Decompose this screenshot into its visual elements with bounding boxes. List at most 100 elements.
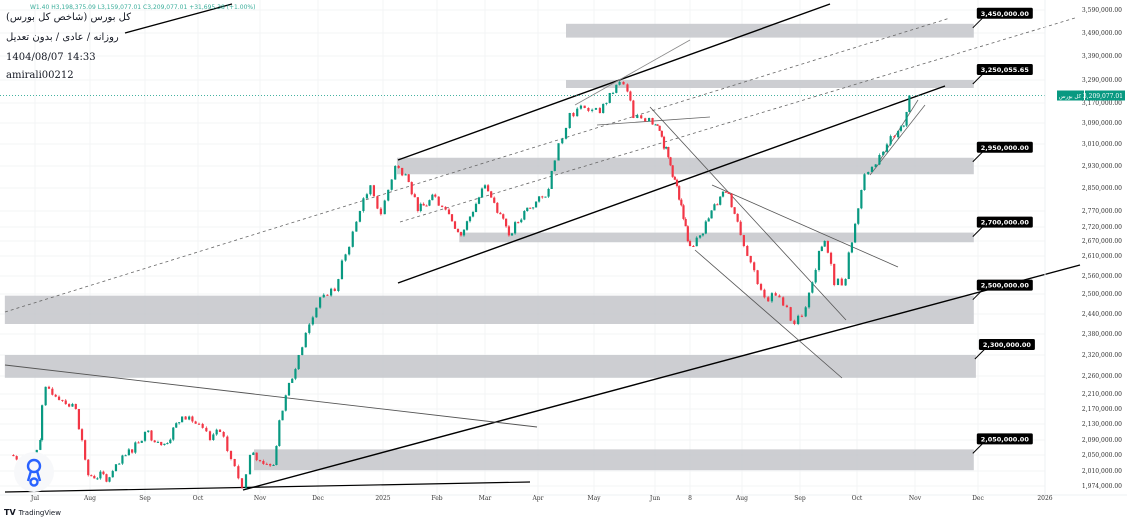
candle-up — [608, 92, 611, 103]
candle-up — [847, 252, 850, 279]
candle-down — [93, 475, 96, 479]
candle-down — [493, 197, 496, 203]
candle-up — [874, 164, 877, 167]
candle-up — [147, 430, 150, 432]
zone-box[interactable] — [4, 295, 974, 324]
candle-down — [269, 464, 272, 466]
tradingview-badge[interactable] — [14, 452, 54, 492]
candle-down — [658, 125, 661, 131]
candle-down — [105, 474, 108, 482]
candle-up — [474, 203, 478, 213]
zone-box[interactable] — [566, 23, 974, 38]
price-axis[interactable]: 3,590,000.00 3,490,000.00 3,390,000.00 3,29… — [1082, 7, 1122, 490]
candle-up — [172, 427, 175, 440]
candle-up — [878, 155, 881, 165]
candle-down — [507, 226, 511, 236]
candle-up — [899, 126, 903, 131]
candle-down — [447, 209, 451, 215]
candle-down — [572, 113, 575, 117]
candle-up — [355, 221, 358, 232]
candle-up — [330, 288, 333, 296]
candle-down — [437, 196, 440, 206]
candle-down — [692, 246, 695, 247]
candle-down — [153, 440, 156, 443]
candle-up — [272, 465, 275, 466]
zone-box[interactable] — [396, 157, 974, 175]
zone-box[interactable] — [4, 355, 976, 378]
candle-up — [163, 443, 166, 446]
candle-down — [739, 221, 742, 236]
candle-up — [721, 191, 725, 197]
zone-box[interactable] — [566, 80, 974, 88]
zone-label: 2,700,000.00 — [981, 219, 1030, 227]
candle-down — [208, 431, 212, 440]
candle-up — [695, 237, 698, 247]
candle-up — [428, 200, 431, 206]
zone-label: 2,500,000.00 — [981, 282, 1030, 290]
candle-up — [311, 317, 314, 325]
dashed-trend-line — [399, 17, 1076, 223]
candle-up — [40, 405, 44, 440]
candle-up — [615, 84, 618, 93]
candle-up — [44, 386, 47, 406]
zone-label: 3,250,055.65 — [981, 66, 1030, 74]
candle-up — [557, 143, 560, 161]
candle-up — [71, 403, 74, 407]
zone-box[interactable] — [459, 232, 974, 243]
candle-up — [281, 410, 284, 421]
candle-up — [520, 219, 523, 223]
candle-up — [143, 432, 147, 441]
candle-up — [127, 449, 130, 456]
candle-up — [710, 210, 713, 219]
candle-up — [215, 429, 218, 435]
time-axis[interactable]: Jul Aug Sep Oct Nov Dec 2025 Feb Mar Apr May Jun 8 Au… — [30, 495, 1053, 502]
candle-down — [678, 186, 681, 200]
candle-down — [486, 185, 490, 192]
zone-box[interactable] — [254, 449, 974, 471]
support-resistance-zones — [4, 23, 976, 471]
zone-label-box — [976, 141, 1033, 153]
candles — [12, 81, 911, 489]
candle-down — [441, 205, 444, 207]
candle-down — [326, 294, 329, 296]
candle-down — [191, 416, 194, 422]
candle-up — [108, 477, 111, 482]
candle-down — [233, 458, 236, 467]
candle-down — [456, 228, 460, 233]
price-tick-label: 1,974,000.00 — [1082, 483, 1122, 490]
candle-down — [413, 194, 416, 198]
zone-label-box — [976, 7, 1033, 19]
candle-down — [496, 202, 499, 213]
interval-info: روزانه / عادی / بدون تعدیل — [6, 32, 119, 43]
candle-up — [889, 136, 892, 145]
candle-up — [471, 212, 475, 217]
candle-up — [344, 254, 347, 261]
candle-up — [404, 174, 407, 176]
price-tick-label: 2,170,000.00 — [1082, 406, 1122, 413]
time-tick-label: 8 — [688, 495, 692, 502]
candle-up — [99, 471, 102, 479]
trend-line — [124, 3, 233, 34]
candle-down — [453, 221, 457, 229]
time-tick-label: Aug — [735, 495, 748, 502]
candle-down — [587, 108, 590, 111]
candle-down — [746, 246, 749, 256]
candle-up — [166, 443, 169, 445]
candle-down — [688, 241, 692, 246]
candle-up — [212, 434, 215, 440]
candle-down — [372, 185, 376, 197]
candle-down — [774, 293, 777, 296]
candle-up — [602, 103, 605, 113]
candle-down — [237, 466, 240, 479]
candle-up — [178, 422, 181, 424]
candle-up — [394, 166, 397, 180]
last-price-tag: کل بورس 3,209,077.01 — [1057, 90, 1125, 101]
price-tick-label: 2,560,000.00 — [1082, 273, 1122, 280]
time-tick-label: Sep — [139, 495, 151, 502]
time-tick-label: Aug — [83, 495, 96, 502]
candle-down — [194, 421, 197, 424]
candle-up — [175, 423, 178, 428]
candle-down — [893, 136, 896, 138]
candle-down — [102, 471, 105, 475]
